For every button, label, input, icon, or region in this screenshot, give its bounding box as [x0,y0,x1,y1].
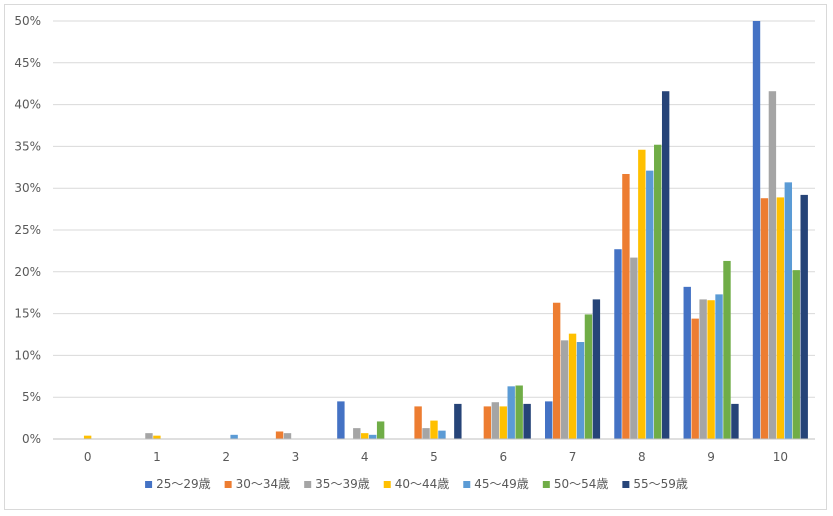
bar-35〜39歳-10 [768,91,777,439]
bars [83,21,808,440]
bar-35〜39歳-4 [353,428,361,439]
legend-label: 55〜59歳 [633,477,688,491]
legend-label: 40〜44歳 [395,477,450,491]
bar-25〜29歳-9 [683,286,691,439]
legend-item: 45〜49歳 [463,477,529,491]
bar-45〜49歳-5 [438,430,446,439]
bar-40〜44歳-9 [707,300,715,439]
y-tick-label: 45% [14,56,41,70]
bar-30〜34歳-3 [275,431,284,439]
legend-swatch [463,481,471,488]
legend: 25〜29歳 30〜34歳 35〜39歳 40〜44歳 45〜49歳 50〜54歳 55〜5… [145,477,688,491]
bar-55〜59歳-10 [800,194,808,439]
bar-40〜44歳-10 [776,197,785,439]
y-tick-label: 50% [14,14,41,28]
axes: 0% 5% 10% 15% 20% 25% 30% 35% 40% 45% 50% 0 1 2 3 4 5 6 7 8… [14,14,815,464]
bar-40〜44歳-5 [430,420,438,439]
bar-50〜54歳-10 [792,270,800,439]
legend-label: 50〜54歳 [554,477,609,491]
bar-30〜34歳-8 [622,173,630,440]
x-tick-label: 8 [638,450,646,464]
x-tick-label: 5 [430,450,438,464]
x-tick-label: 6 [499,450,507,464]
bar-55〜59歳-7 [592,299,601,439]
legend-swatch [383,481,391,488]
bar-50〜54歳-6 [515,385,523,439]
bar-55〜59歳-5 [454,403,462,439]
bar-30〜34歳-10 [760,198,769,439]
bar-45〜49歳-9 [715,294,723,439]
x-tick-label: 2 [222,450,230,464]
bar-45〜49歳-4 [368,434,377,439]
bar-35〜39歳-5 [422,428,430,439]
legend-swatch [145,481,153,488]
bar-30〜34歳-5 [414,406,422,439]
legend-item: 50〜54歳 [542,477,609,491]
bar-35〜39歳-6 [491,402,500,439]
bar-50〜54歳-4 [376,421,385,439]
gridlines [53,20,815,398]
bar-chart: 0% 5% 10% 15% 20% 25% 30% 35% 40% 45% 50% 0 1 2 3 4 5 6 7 8… [14,14,815,491]
bar-30〜34歳-9 [691,318,699,439]
legend-item: 40〜44歳 [383,477,450,491]
bar-45〜49歳-8 [646,170,654,439]
bar-55〜59歳-8 [661,91,670,439]
x-tick-label: 1 [153,450,161,464]
legend-item: 35〜39歳 [304,477,370,491]
bar-55〜59歳-6 [523,403,531,439]
legend-swatch [304,481,312,488]
bar-25〜29歳-7 [545,401,553,439]
bar-25〜29歳-4 [337,401,345,439]
bar-30〜34歳-7 [552,302,561,439]
legend-item: 55〜59歳 [622,477,688,491]
legend-item: 25〜29歳 [145,477,211,491]
bar-45〜49歳-7 [576,342,585,439]
bar-40〜44歳-8 [638,149,646,440]
bar-35〜39歳-3 [283,433,292,439]
bar-35〜39歳-1 [145,433,153,439]
bar-45〜49歳-6 [507,386,515,439]
x-tick-label: 3 [292,450,300,464]
y-tick-label: 40% [14,98,41,112]
y-tick-label: 5% [22,390,41,404]
legend-label: 25〜29歳 [156,477,211,491]
legend-item: 30〜34歳 [224,477,291,491]
legend-label: 45〜49歳 [474,477,529,491]
chart-frame: 0% 5% 10% 15% 20% 25% 30% 35% 40% 45% 50% 0 1 2 3 4 5 6 7 8… [4,4,827,510]
y-tick-label: 15% [14,307,41,321]
bar-30〜34歳-6 [483,406,492,439]
bar-40〜44歳-6 [499,406,507,439]
bar-40〜44歳-4 [361,433,369,439]
bar-40〜44歳-1 [153,435,161,439]
x-tick-label: 7 [569,450,577,464]
bar-50〜54歳-9 [723,260,731,439]
legend-swatch [542,481,550,488]
y-tick-label: 0% [22,432,41,446]
bar-40〜44歳-0 [83,435,92,439]
bar-40〜44歳-7 [568,333,577,439]
y-tick-label: 25% [14,223,41,237]
bar-35〜39歳-9 [699,299,707,439]
bar-35〜39歳-7 [560,340,569,439]
legend-label: 30〜34歳 [236,477,291,491]
bar-55〜59歳-9 [731,403,739,439]
bar-45〜49歳-2 [230,434,238,439]
y-tick-label: 10% [14,348,41,362]
bar-50〜54歳-7 [584,314,593,439]
legend-label: 35〜39歳 [315,477,370,491]
x-tick-label: 4 [361,450,369,464]
x-tick-label: 0 [84,450,92,464]
y-tick-label: 30% [14,181,41,195]
legend-swatch [224,481,232,488]
bar-45〜49歳-10 [784,182,793,439]
bar-50〜54歳-8 [654,144,662,440]
bar-35〜39歳-8 [630,257,638,439]
legend-swatch [622,481,630,488]
x-tick-label: 10 [773,450,788,464]
bar-25〜29歳-10 [752,21,761,439]
bar-25〜29歳-8 [614,249,622,439]
y-tick-label: 35% [14,139,41,153]
y-tick-label: 20% [14,265,41,279]
x-tick-label: 9 [707,450,715,464]
